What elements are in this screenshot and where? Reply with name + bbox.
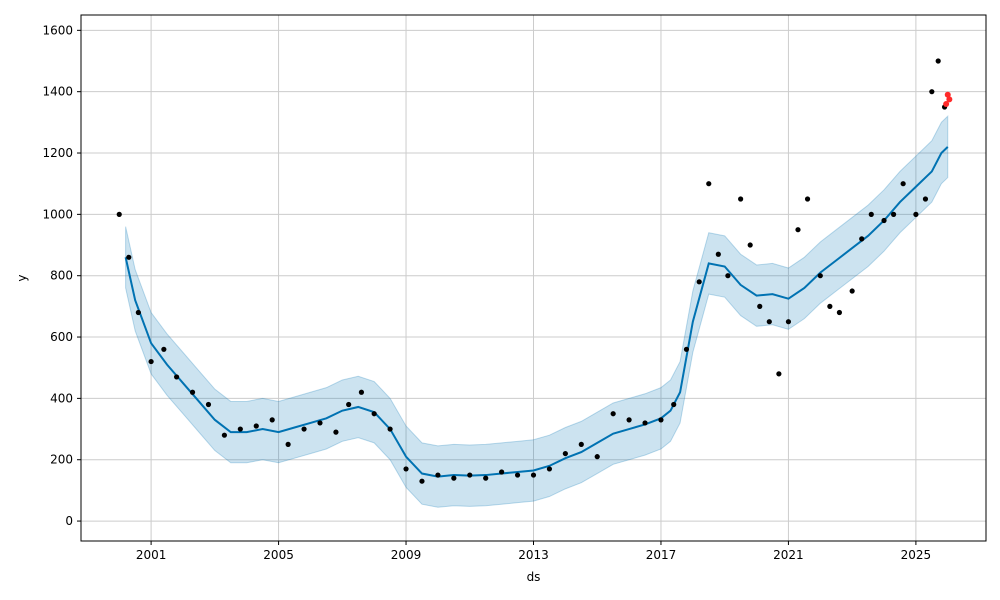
observed-point [451, 475, 457, 481]
forecast-line [124, 146, 949, 478]
observed-point [747, 242, 753, 248]
observed-point [868, 211, 874, 217]
y-tick-label: 1600 [42, 23, 73, 37]
uncertainty-band-layer [125, 115, 949, 508]
observed-point [594, 454, 600, 460]
x-tick-label: 2013 [518, 548, 549, 562]
observed-point [371, 411, 377, 417]
observed-point [715, 251, 721, 257]
y-tick-label: 800 [50, 269, 73, 283]
highlight-point [946, 96, 953, 103]
observed-point [725, 273, 731, 279]
observed-point [817, 273, 823, 279]
observed-point [467, 472, 473, 478]
observed-point [205, 401, 212, 408]
y-tick-label: 1000 [42, 207, 73, 221]
observed-point [881, 217, 887, 224]
x-tick-label: 2001 [136, 548, 167, 562]
x-tick-label: 2005 [263, 548, 294, 562]
observed-point [237, 426, 243, 432]
observed-point [546, 466, 553, 472]
grid-lines [81, 15, 986, 541]
observed-point [900, 181, 906, 187]
observed-points-layer [116, 58, 948, 484]
observed-point [562, 450, 568, 457]
x-axis-ticks: 2001 2005 2009 2013 2017 2021 2025 [136, 541, 931, 562]
observed-point [253, 423, 259, 429]
observed-point [116, 211, 122, 217]
y-tick-label: 600 [50, 330, 73, 344]
observed-point [333, 429, 339, 435]
observed-point [642, 420, 648, 426]
observed-point [387, 426, 393, 432]
observed-point [626, 417, 632, 423]
observed-point [358, 389, 365, 395]
observed-point [301, 426, 307, 432]
observed-point [514, 472, 521, 478]
observed-point [757, 303, 763, 309]
y-tick-label: 200 [50, 453, 73, 467]
observed-point [499, 469, 505, 475]
observed-point [683, 346, 690, 352]
observed-point [913, 211, 919, 217]
observed-point [317, 420, 323, 426]
observed-point [706, 181, 712, 187]
observed-point [173, 374, 180, 380]
observed-point [221, 432, 227, 438]
highlight-points-layer [943, 91, 953, 107]
observed-point [849, 288, 855, 294]
observed-point [859, 236, 865, 242]
highlight-point [944, 91, 951, 98]
y-tick-label: 1200 [42, 146, 73, 160]
observed-point [935, 58, 941, 64]
observed-point [285, 441, 291, 447]
observed-point [269, 417, 275, 423]
uncertainty-band [125, 115, 949, 508]
observed-point [530, 472, 537, 478]
observed-point [610, 411, 616, 417]
observed-point [148, 358, 154, 365]
observed-point [483, 475, 489, 481]
observed-point [827, 303, 833, 309]
observed-point [795, 227, 801, 233]
observed-point [776, 371, 782, 377]
x-tick-label: 2021 [773, 548, 804, 562]
observed-point [785, 319, 792, 325]
observed-point [804, 196, 811, 202]
observed-point [890, 211, 897, 217]
observed-point [929, 89, 935, 95]
observed-point [578, 441, 584, 447]
observed-point [161, 346, 167, 352]
observed-point [403, 466, 409, 472]
observed-point [766, 319, 772, 325]
y-axis-ticks: 0 200 400 600 800 1000 1200 1400 1600 [42, 23, 81, 528]
y-tick-label: 0 [65, 514, 73, 528]
observed-point [435, 472, 441, 478]
x-axis-title: ds [527, 570, 541, 584]
forecast-line-layer [124, 146, 949, 478]
observed-point [836, 309, 843, 316]
observed-point [126, 254, 132, 260]
y-tick-label: 1400 [42, 85, 73, 99]
y-tick-label: 400 [50, 391, 73, 405]
x-tick-label: 2025 [901, 548, 932, 562]
x-tick-label: 2009 [391, 548, 422, 562]
observed-point [738, 196, 744, 202]
x-tick-label: 2017 [646, 548, 677, 562]
observed-point [671, 401, 677, 408]
observed-point [189, 389, 196, 395]
y-axis-title: y [15, 274, 29, 281]
observed-point [346, 401, 352, 408]
observed-point [135, 309, 141, 316]
observed-point [696, 279, 702, 285]
observed-point [658, 417, 664, 423]
observed-point [419, 478, 425, 484]
observed-point [922, 196, 929, 202]
highlight-point [943, 100, 950, 107]
